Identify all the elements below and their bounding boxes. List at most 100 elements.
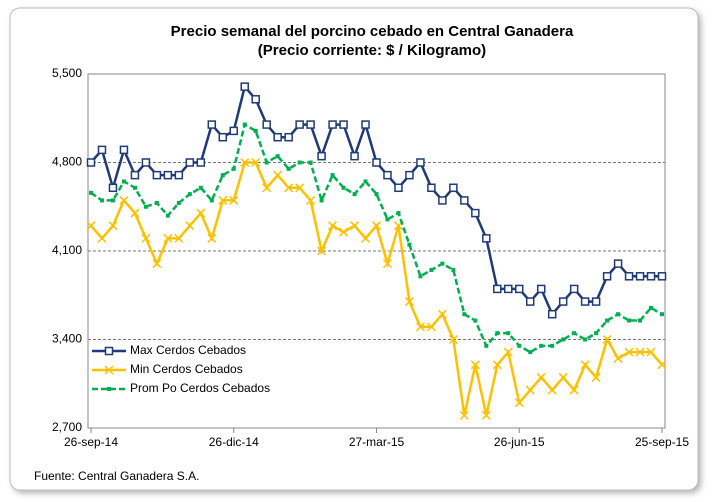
data-point	[492, 360, 502, 370]
data-point	[341, 185, 346, 190]
data-point	[657, 360, 667, 370]
y-tick-label: 4,100	[52, 243, 82, 257]
x-tick-label: 25-sep-15	[635, 435, 689, 449]
data-point	[569, 284, 579, 294]
data-point	[141, 233, 151, 243]
data-point	[451, 267, 456, 272]
data-point	[141, 158, 151, 167]
data-point	[196, 208, 206, 218]
data-point	[646, 347, 656, 357]
data-point	[569, 385, 579, 395]
data-point	[638, 318, 643, 323]
data-point	[306, 195, 316, 205]
legend-marker	[107, 387, 111, 391]
data-point	[550, 343, 555, 348]
data-point	[350, 151, 359, 161]
x-tick-label: 26-sep-14	[64, 435, 118, 449]
data-point	[591, 372, 601, 382]
data-point	[284, 132, 293, 142]
data-point	[218, 195, 228, 205]
data-point	[319, 198, 324, 203]
data-point	[121, 179, 126, 184]
data-point	[583, 337, 588, 342]
data-point	[561, 337, 566, 342]
data-point	[635, 272, 645, 281]
data-point	[407, 242, 412, 247]
data-point	[273, 132, 282, 142]
data-point	[284, 183, 294, 193]
data-point	[418, 274, 423, 279]
data-point	[130, 208, 140, 218]
data-point	[218, 132, 228, 142]
data-point	[350, 221, 360, 231]
data-point	[539, 343, 544, 348]
data-point	[163, 170, 173, 180]
data-point	[295, 183, 305, 193]
data-point	[163, 233, 173, 243]
data-point	[471, 208, 480, 218]
data-point	[624, 347, 634, 357]
data-point	[495, 331, 500, 336]
data-point	[372, 158, 381, 167]
data-point	[174, 233, 184, 243]
data-point	[449, 183, 458, 193]
legend-marker	[104, 365, 114, 375]
data-point	[262, 183, 272, 193]
data-point	[176, 200, 181, 205]
data-point	[382, 259, 393, 269]
data-point	[306, 120, 315, 129]
data-point	[229, 126, 238, 136]
data-point	[602, 334, 612, 345]
data-point	[460, 196, 469, 205]
data-point	[580, 360, 590, 370]
chart-title: Precio semanal del porcino cebado en Cen…	[171, 23, 574, 40]
data-point	[196, 158, 206, 167]
data-point	[251, 157, 261, 168]
data-point	[429, 267, 434, 272]
data-point	[660, 312, 664, 317]
data-point	[437, 309, 447, 319]
data-point	[646, 272, 656, 281]
data-point	[352, 192, 357, 197]
chart-subtitle: (Precio corriente: $ / Kilogramo)	[258, 42, 486, 59]
data-point	[624, 272, 634, 281]
data-point	[89, 190, 93, 195]
data-point	[503, 347, 513, 357]
data-point	[207, 120, 217, 129]
data-point	[506, 331, 511, 336]
data-point	[152, 170, 162, 180]
data-point	[416, 158, 425, 167]
data-point	[152, 259, 162, 269]
legend-marker	[104, 346, 114, 356]
data-point	[426, 322, 436, 332]
legend-label: Max Cerdos Cebados	[130, 343, 246, 357]
data-point	[130, 170, 140, 180]
data-point	[515, 284, 524, 294]
data-point	[484, 343, 489, 348]
data-point	[558, 297, 568, 306]
x-tick-label: 26-dic-14	[209, 435, 259, 449]
data-point	[119, 145, 129, 155]
data-point	[514, 398, 524, 408]
data-point	[627, 318, 632, 323]
data-point	[517, 343, 522, 348]
data-point	[328, 120, 337, 129]
data-point	[591, 297, 601, 306]
series-line	[90, 122, 663, 354]
data-point	[536, 284, 546, 294]
data-point	[86, 158, 96, 167]
source-note: Fuente: Central Ganadera S.A.	[34, 469, 199, 483]
legend-label: Prom Po Cerdos Cebados	[130, 381, 270, 395]
data-point	[405, 170, 414, 180]
data-point	[317, 246, 327, 256]
data-point	[462, 312, 467, 317]
data-point	[165, 213, 170, 218]
data-point	[394, 183, 403, 193]
data-point	[97, 145, 107, 155]
data-point	[308, 160, 313, 165]
y-tick-label: 5,500	[52, 66, 82, 80]
data-point	[174, 170, 184, 180]
data-point	[602, 272, 612, 281]
